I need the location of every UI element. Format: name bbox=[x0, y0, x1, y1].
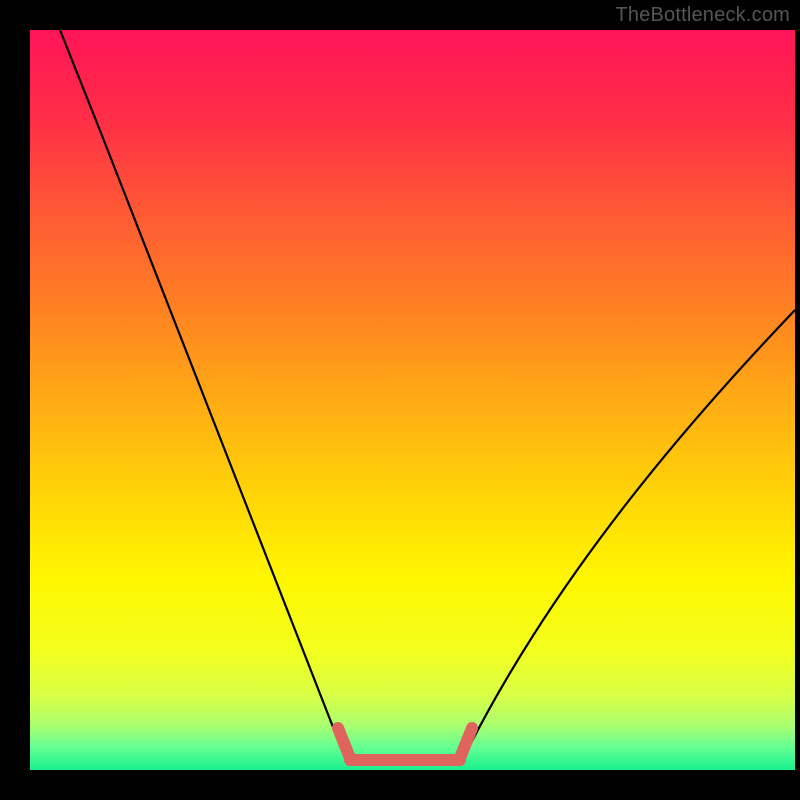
chart-canvas: TheBottleneck.com bbox=[0, 0, 800, 800]
gradient-area bbox=[30, 30, 795, 770]
bottleneck-plot bbox=[0, 0, 800, 800]
watermark-text: TheBottleneck.com bbox=[615, 4, 790, 27]
